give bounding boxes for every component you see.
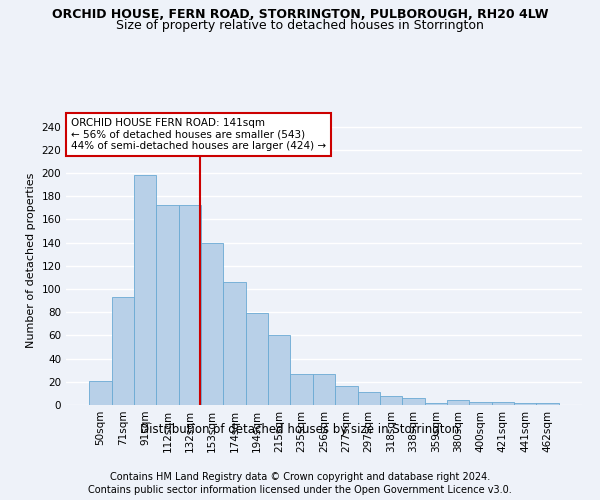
Y-axis label: Number of detached properties: Number of detached properties [26, 172, 36, 348]
Bar [536, 402, 559, 405]
Bar [380, 396, 402, 405]
Bar [514, 402, 536, 405]
Bar [157, 206, 179, 405]
Bar [469, 402, 491, 405]
Text: Size of property relative to detached houses in Storrington: Size of property relative to detached ho… [116, 18, 484, 32]
Bar [134, 176, 157, 405]
Bar [201, 242, 223, 405]
Bar [425, 402, 447, 405]
Bar [223, 282, 246, 405]
Bar [112, 297, 134, 405]
Bar [335, 386, 358, 405]
Text: ORCHID HOUSE, FERN ROAD, STORRINGTON, PULBOROUGH, RH20 4LW: ORCHID HOUSE, FERN ROAD, STORRINGTON, PU… [52, 8, 548, 20]
Bar [358, 392, 380, 405]
Bar [179, 206, 201, 405]
Text: Contains HM Land Registry data © Crown copyright and database right 2024.: Contains HM Land Registry data © Crown c… [110, 472, 490, 482]
Bar [246, 314, 268, 405]
Bar [402, 398, 425, 405]
Text: ORCHID HOUSE FERN ROAD: 141sqm
← 56% of detached houses are smaller (543)
44% of: ORCHID HOUSE FERN ROAD: 141sqm ← 56% of … [71, 118, 326, 151]
Bar [290, 374, 313, 405]
Text: Distribution of detached houses by size in Storrington: Distribution of detached houses by size … [140, 422, 460, 436]
Bar [89, 380, 112, 405]
Text: Contains public sector information licensed under the Open Government Licence v3: Contains public sector information licen… [88, 485, 512, 495]
Bar [268, 336, 290, 405]
Bar [313, 374, 335, 405]
Bar [447, 400, 469, 405]
Bar [491, 402, 514, 405]
